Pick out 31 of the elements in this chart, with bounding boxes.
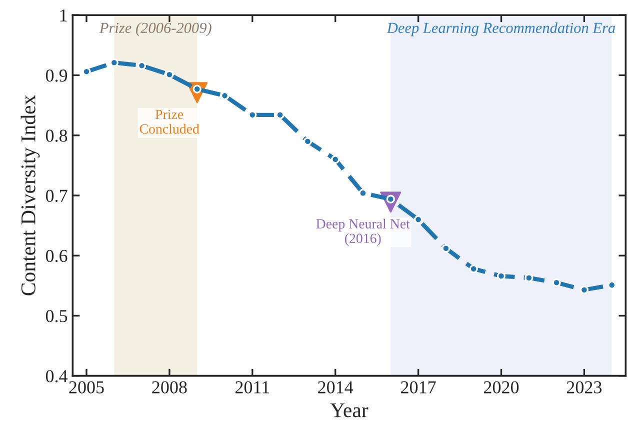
annotation: Prize Concluded [140,110,200,134]
y-tick-label: 0.8 [46,130,68,142]
y-axis-title: Content Diversity Index [20,95,40,296]
y-tick-label: 0.5 [46,310,68,322]
x-tick-label: 2017 [401,381,436,394]
point [165,70,174,79]
point [552,278,561,287]
annotation: Deep Neural Net (2016) [316,218,410,246]
x-tick-label: 2023 [566,381,602,394]
x-tick-label: 2008 [152,381,187,394]
x-tick-label: 2020 [484,381,519,394]
point [138,61,146,70]
point [331,155,340,164]
point [580,286,589,294]
point [496,272,506,280]
x-axis-title: Year [330,403,368,418]
band-label: Prize (2006-2009) [99,22,212,36]
y-tick-label: 0.4 [46,370,68,382]
y-tick-label: 0.6 [46,250,68,262]
x-tick-label: 2005 [69,381,104,394]
point [414,215,423,224]
x-tick-label: 2011 [235,381,270,394]
point [442,244,450,253]
point [303,137,312,146]
y-tick-label: 0.9 [46,69,68,82]
point [469,264,478,274]
y-tick-label: 0.7 [46,190,68,202]
y-tick-label: 1 [60,9,67,22]
band-label: Deep Learning Recommendation Era [386,22,616,36]
point [524,274,534,282]
x-tick-label: 2014 [318,381,354,394]
